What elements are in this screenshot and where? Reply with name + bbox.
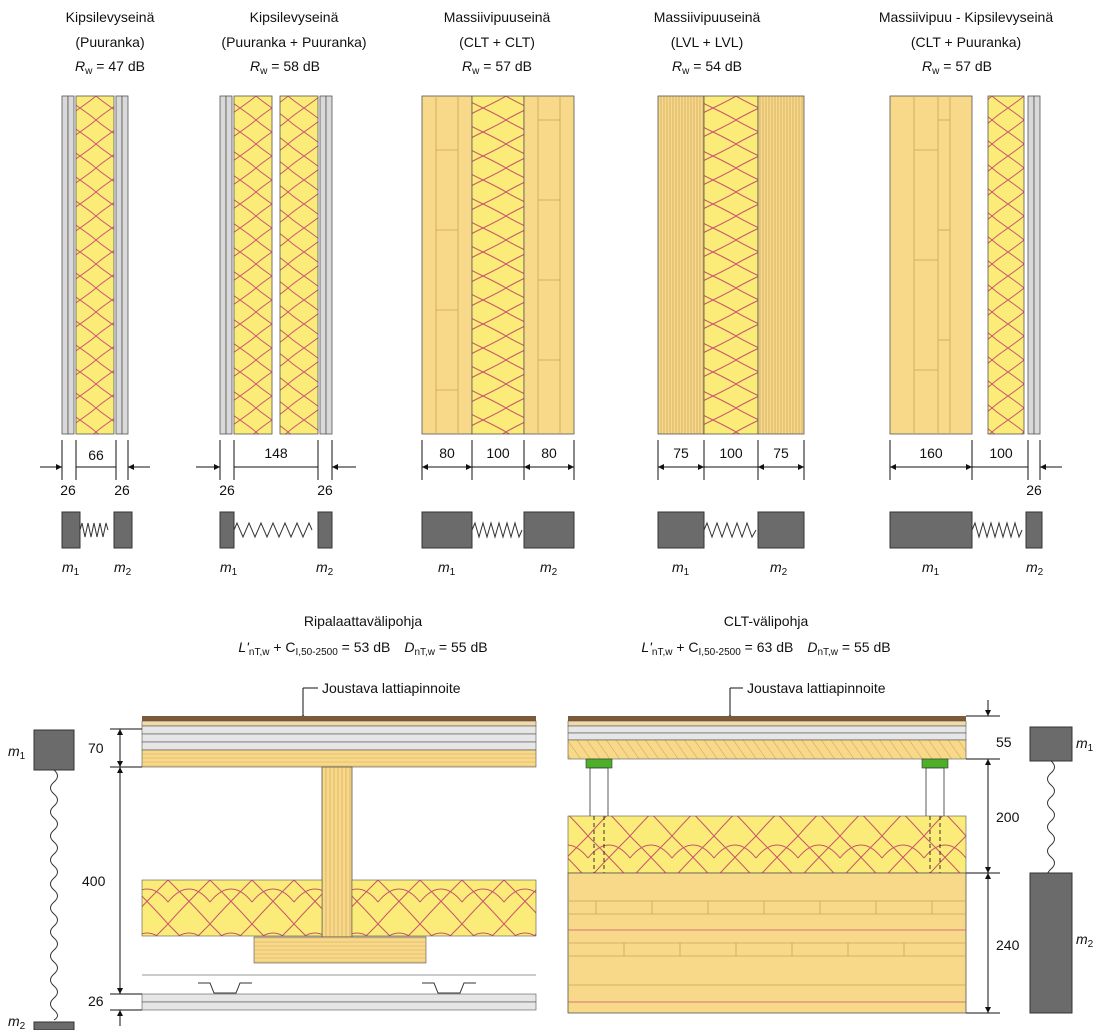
wall-1-m2: m2 bbox=[114, 559, 132, 578]
wall-3-section bbox=[421, 95, 575, 435]
floor-1-m2: m2 bbox=[8, 1013, 26, 1030]
wall-3-subtitle: (CLT + CLT) bbox=[459, 34, 535, 50]
floor-1-title: Ripalaattavälipohja bbox=[304, 613, 423, 629]
wall-4-dim-2: 100 bbox=[719, 445, 743, 461]
wall-5-m1: m1 bbox=[922, 559, 940, 578]
wall-4-title: Massiivipuuseinä bbox=[654, 9, 761, 25]
wall-1-dim-right: 26 bbox=[114, 482, 130, 498]
floor-2-dim-bottom: 240 bbox=[996, 937, 1020, 953]
wall-5-dim-2: 100 bbox=[989, 445, 1013, 461]
wall-2-dim-cavity: 148 bbox=[264, 445, 288, 461]
floor-1-m1: m1 bbox=[8, 743, 26, 762]
wall-2-subtitle: (Puuranka + Puuranka) bbox=[221, 34, 366, 50]
wall-3-dim-2: 100 bbox=[486, 445, 510, 461]
wall-4-dimensions bbox=[657, 440, 805, 480]
wall-1-m1: m1 bbox=[62, 559, 80, 578]
floor-1-airborne-value: = 55 dB bbox=[435, 639, 488, 655]
floor-1-dimensions bbox=[110, 728, 142, 1026]
wall-3-rating: 57 dB bbox=[495, 58, 532, 74]
wall-4-dim-3: 75 bbox=[773, 445, 789, 461]
wall-2-rating: 58 dB bbox=[283, 58, 320, 74]
wall-3-m2: m2 bbox=[540, 559, 558, 578]
floor-2-m2: m2 bbox=[1076, 931, 1093, 950]
wall-2-rating-line: Rw = 58 dB bbox=[250, 58, 320, 77]
wall-5-rating-line: Rw = 57 dB bbox=[922, 58, 992, 77]
floor-1-dim-top: 70 bbox=[88, 740, 104, 756]
wall-4-m2: m2 bbox=[770, 559, 788, 578]
wall-1-dim-left: 26 bbox=[60, 482, 76, 498]
wall-3-title: Massiivipuuseinä bbox=[444, 9, 551, 25]
wall-3-dimensions bbox=[421, 440, 575, 480]
wall-2-m2: m2 bbox=[316, 559, 334, 578]
wall-5-mass-spring bbox=[889, 511, 1043, 549]
floor-2-title: CLT-välipohja bbox=[724, 613, 809, 629]
wall-3-rating-line: Rw = 57 dB bbox=[462, 58, 532, 77]
wall-2-m1: m1 bbox=[220, 559, 238, 578]
floor-1: Ripalaattavälipohja L'nT,w + CI,50-2500 … bbox=[8, 613, 537, 1030]
wall-3: Massiivipuuseinä (CLT + CLT) Rw = 57 dB … bbox=[421, 9, 575, 578]
floor-2-m1: m1 bbox=[1076, 735, 1093, 754]
wall-1-mass-spring bbox=[61, 511, 133, 549]
floor-2-impact-value: = 63 dB bbox=[741, 639, 794, 655]
floor-2-dimensions bbox=[966, 700, 1000, 1014]
wall-4-section bbox=[657, 95, 805, 435]
floor-2-mass-spring bbox=[1029, 726, 1073, 1014]
wall-2-dim-left: 26 bbox=[219, 482, 235, 498]
floor-2-dim-middle: 200 bbox=[996, 809, 1020, 825]
wall-1-subtitle: (Puuranka) bbox=[75, 34, 144, 50]
floor-2-rating-line: L'nT,w + CI,50-2500 = 63 dB DnT,w = 55 dB bbox=[641, 639, 890, 658]
wall-2-dimensions bbox=[196, 440, 356, 480]
wall-3-m1: m1 bbox=[438, 559, 456, 578]
wall-4-subtitle: (LVL + LVL) bbox=[671, 34, 744, 50]
floor-1-callout: Joustava lattiapinnoite bbox=[322, 680, 461, 696]
wall-3-dim-3: 80 bbox=[541, 445, 557, 461]
floor-2: CLT-välipohja L'nT,w + CI,50-2500 = 63 d… bbox=[567, 613, 1093, 1014]
wall-3-dim-1: 80 bbox=[439, 445, 455, 461]
wall-3-mass-spring bbox=[421, 511, 575, 549]
wall-4-mass-spring bbox=[657, 511, 805, 549]
floor-1-dim-middle: 400 bbox=[82, 873, 106, 889]
wall-5-dimensions bbox=[889, 440, 1062, 480]
floor-1-rating-line: L'nT,w + CI,50-2500 = 53 dB DnT,w = 55 dB bbox=[238, 639, 487, 658]
wall-5-section bbox=[889, 95, 1041, 435]
wall-5-dim-1: 160 bbox=[919, 445, 943, 461]
floor-2-section bbox=[567, 716, 967, 1014]
wall-5-dim-3: 26 bbox=[1026, 482, 1042, 498]
wall-1-title: Kipsilevyseinä bbox=[66, 9, 155, 25]
wall-5-title: Massiivipuu - Kipsilevyseinä bbox=[879, 9, 1054, 25]
wall-2-section bbox=[219, 95, 333, 435]
floor-1-impact-value: = 53 dB bbox=[338, 639, 391, 655]
floor-1-mass-spring bbox=[33, 729, 75, 1030]
floor-1-dim-bottom: 26 bbox=[88, 993, 104, 1009]
wall-4-m1: m1 bbox=[672, 559, 690, 578]
floor-2-dim-top: 55 bbox=[996, 734, 1012, 750]
floor-2-callout: Joustava lattiapinnoite bbox=[747, 680, 886, 696]
wall-4-rating: 54 dB bbox=[705, 58, 742, 74]
wall-1-rating-line: Rw = 47 dB bbox=[75, 58, 145, 77]
wall-5-m2: m2 bbox=[1026, 559, 1044, 578]
wall-2-dim-right: 26 bbox=[317, 482, 333, 498]
wall-1-section bbox=[61, 95, 129, 435]
wall-2-title: Kipsilevyseinä bbox=[250, 9, 339, 25]
wall-1-rating: 47 dB bbox=[108, 58, 145, 74]
floor-2-airborne-value: = 55 dB bbox=[838, 639, 891, 655]
wall-2: Kipsilevyseinä (Puuranka + Puuranka) Rw … bbox=[196, 9, 367, 578]
wall-5: Massiivipuu - Kipsilevyseinä (CLT + Puur… bbox=[879, 9, 1062, 578]
wall-4-dim-1: 75 bbox=[673, 445, 689, 461]
wall-4: Massiivipuuseinä (LVL + LVL) Rw = 54 dB … bbox=[654, 9, 805, 578]
wall-2-mass-spring bbox=[219, 511, 333, 549]
floor-1-section bbox=[141, 716, 537, 1011]
wall-1-dim-cavity: 66 bbox=[88, 447, 104, 463]
wall-1: Kipsilevyseinä (Puuranka) Rw = 47 dB 66 … bbox=[40, 9, 155, 578]
wall-5-rating: 57 dB bbox=[955, 58, 992, 74]
wall-1-dimensions bbox=[40, 440, 150, 480]
wall-5-subtitle: (CLT + Puuranka) bbox=[911, 34, 1021, 50]
wall-4-rating-line: Rw = 54 dB bbox=[672, 58, 742, 77]
